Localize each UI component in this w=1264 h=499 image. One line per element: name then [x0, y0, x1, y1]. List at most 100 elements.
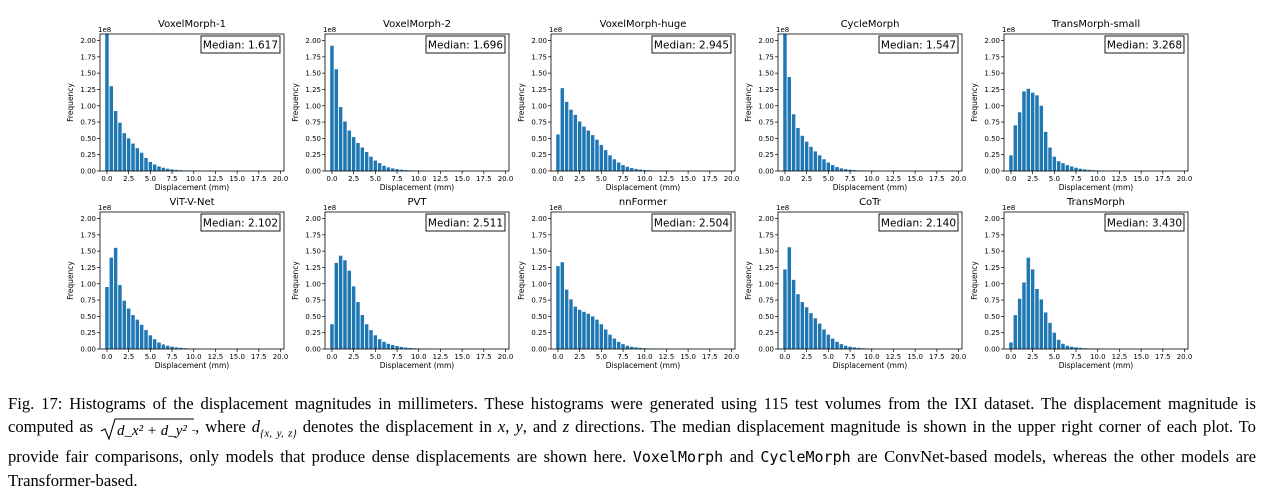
histogram-panel-5: 0.00 0.25 0.50 0.75 1.00 1.25 1.50 1.75 2.00 0.0 2… — [970, 19, 1192, 192]
y-tick-label: 0.00 — [305, 168, 321, 176]
histogram-bar — [577, 309, 582, 349]
histogram-bar — [573, 114, 578, 171]
histogram-bar — [1048, 147, 1052, 171]
histogram-bar — [1017, 112, 1022, 171]
histogram-bar — [612, 338, 617, 349]
y-tick-label: 0.00 — [758, 168, 774, 176]
x-tick-label: 5.0 — [1049, 353, 1060, 361]
histogram-bar — [625, 345, 630, 349]
y-tick-label: 1.25 — [758, 264, 774, 272]
y-tick-label: 1.50 — [984, 248, 1000, 256]
x-tick-label: 10.0 — [411, 353, 427, 361]
y-scale-label: 1e8 — [98, 26, 111, 34]
y-tick-label: 0.25 — [984, 329, 1000, 337]
median-label: Median: 2.504 — [654, 218, 729, 230]
histogram-bar — [131, 315, 135, 349]
histogram-bar — [109, 257, 114, 349]
histogram-bar — [390, 345, 395, 349]
histogram-bar — [638, 169, 643, 171]
histogram-bar — [573, 306, 578, 349]
histogram-bar — [165, 345, 170, 349]
histogram-bar — [569, 109, 573, 171]
histogram-bar — [377, 339, 382, 349]
y-tick-label: 1.75 — [80, 53, 96, 61]
histogram-bar — [152, 164, 157, 171]
x-tick-label: 17.5 — [929, 353, 945, 361]
y-tick-label: 1.00 — [80, 280, 96, 288]
histogram-bar — [139, 152, 144, 171]
histogram-bar — [1030, 269, 1035, 349]
median-label: Median: 1.617 — [203, 40, 278, 52]
histogram-bar — [343, 121, 347, 171]
y-tick-label: 1.75 — [984, 53, 1000, 61]
x-tick-label: 2.5 — [574, 175, 585, 183]
histogram-bar — [1022, 282, 1026, 349]
x-tick-label: 5.0 — [823, 353, 834, 361]
median-box — [878, 213, 959, 232]
histogram-bar — [822, 159, 826, 171]
y-tick-label: 0.00 — [305, 346, 321, 354]
histogram-bar — [804, 307, 809, 349]
histogram-grid: 0.00 0.25 0.50 0.75 1.00 1.25 1.50 1.75 2.00 0.0 2… — [66, 19, 1192, 370]
y-tick-label: 0.50 — [758, 313, 774, 321]
histogram-bar — [1082, 169, 1087, 171]
x-tick-label: 2.5 — [801, 353, 812, 361]
histogram-bar — [643, 170, 647, 171]
x-axis-label: Displacement (mm) — [606, 361, 680, 370]
histogram-bar — [791, 279, 796, 349]
histogram-bar — [126, 308, 131, 349]
histogram-bar — [603, 329, 608, 349]
histogram-bar — [373, 160, 378, 171]
y-tick-label: 0.00 — [80, 168, 96, 176]
x-tick-label: 0.0 — [101, 353, 112, 361]
histogram-panel-1: 0.00 0.25 0.50 0.75 1.00 1.25 1.50 1.75 2.00 0.0 2… — [66, 19, 288, 192]
histogram-bar — [1017, 298, 1022, 349]
histogram-bar — [564, 101, 569, 171]
y-tick-label: 1.75 — [984, 231, 1000, 239]
x-tick-label: 17.5 — [251, 175, 267, 183]
y-axis-label: Frequency — [517, 261, 526, 300]
y-tick-label: 0.00 — [80, 346, 96, 354]
histogram-bar — [122, 300, 127, 349]
histogram-bar — [161, 344, 166, 349]
y-tick-label: 2.00 — [758, 215, 774, 223]
y-tick-label: 1.00 — [80, 102, 96, 110]
histogram-bar — [1022, 91, 1026, 171]
x-tick-label: 0.0 — [552, 353, 563, 361]
y-tick-label: 1.75 — [531, 231, 547, 239]
and-word: and — [729, 447, 754, 467]
x-tick-label: 5.0 — [596, 175, 607, 183]
histogram-bar — [369, 330, 373, 349]
y-tick-label: 0.25 — [984, 151, 1000, 159]
y-scale-label: 1e8 — [98, 204, 111, 212]
x-tick-label: 10.0 — [186, 175, 202, 183]
x-tick-label: 17.5 — [702, 353, 718, 361]
y-tick-label: 0.75 — [984, 297, 1000, 305]
x-tick-label: 7.5 — [166, 175, 177, 183]
histogram-bar — [634, 168, 638, 171]
x-tick-label: 20.0 — [273, 175, 289, 183]
histogram-bar — [612, 159, 617, 171]
median-label: Median: 1.696 — [428, 40, 503, 52]
x-tick-label: 7.5 — [617, 353, 628, 361]
histogram-bar — [382, 341, 386, 349]
histogram-bar — [1013, 125, 1018, 171]
x-tick-label: 2.5 — [1027, 175, 1038, 183]
panel-title: CycleMorph — [841, 19, 900, 30]
x-tick-label: 0.0 — [552, 175, 563, 183]
histogram-bar — [373, 335, 378, 349]
x-tick-label: 10.0 — [637, 175, 653, 183]
y-tick-label: 1.00 — [305, 280, 321, 288]
plot-frame — [777, 33, 963, 172]
histogram-bar — [347, 270, 352, 349]
x-tick-label: 0.0 — [1005, 175, 1016, 183]
y-tick-label: 1.25 — [984, 86, 1000, 94]
x-tick-label: 0.0 — [101, 175, 112, 183]
histogram-bar — [1039, 299, 1044, 349]
y-axis-label: Frequency — [291, 261, 300, 300]
x-tick-label: 12.5 — [1112, 175, 1128, 183]
y-tick-label: 0.50 — [531, 313, 547, 321]
histogram-bar — [174, 347, 179, 349]
x-tick-label: 2.5 — [348, 353, 359, 361]
y-axis-label: Frequency — [66, 261, 75, 300]
